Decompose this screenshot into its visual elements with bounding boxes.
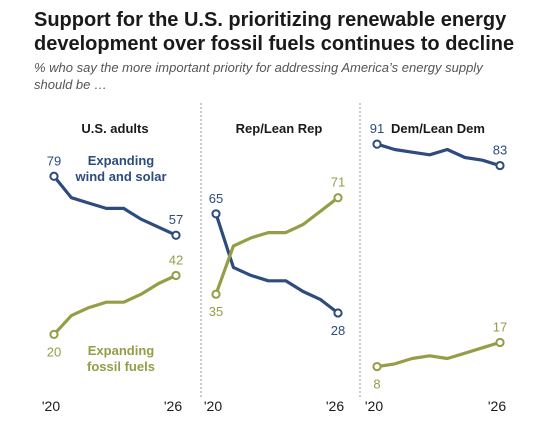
- series-label-renewable: wind and solar: [74, 169, 166, 184]
- series-line-renewable: [214, 212, 340, 315]
- end-point-marker: [495, 160, 505, 171]
- x-tick-label: '20: [204, 398, 222, 414]
- series-label-fossil: fossil fuels: [87, 359, 155, 374]
- x-tick-label: '20: [365, 398, 383, 414]
- start-point-marker: [211, 289, 221, 299]
- panel-title: Dem/Lean Dem: [391, 121, 485, 136]
- panel-title: U.S. adults: [81, 121, 148, 136]
- data-label-first: 91: [370, 121, 384, 136]
- series-label-fossil: Expanding: [88, 343, 155, 358]
- series-line-fossil: [52, 273, 178, 336]
- panel-title: Rep/Lean Rep: [236, 121, 323, 136]
- panel-dem-lean-dem: Dem/Lean Dem '20 '26 91 83 8 17: [365, 121, 507, 414]
- series-line-fossil: [375, 340, 502, 369]
- start-point-marker: [49, 329, 59, 339]
- panel-rep-lean-rep: Rep/Lean Rep '20 '26 65 28 35 71: [204, 121, 345, 414]
- series-label-renewable: Expanding: [88, 153, 155, 168]
- chart-subtitle: % who say the more important priority fo…: [34, 60, 483, 92]
- start-point-marker: [49, 171, 59, 181]
- data-label-last: 42: [169, 252, 183, 267]
- end-point-marker: [333, 308, 343, 318]
- start-point-marker: [372, 139, 382, 149]
- x-tick-label: '26: [164, 398, 182, 414]
- x-tick-label: '26: [326, 398, 344, 414]
- data-label-first: 79: [47, 153, 61, 168]
- data-label-last: 83: [493, 143, 507, 158]
- data-label-last: 71: [331, 175, 345, 190]
- end-point-marker: [171, 230, 181, 240]
- data-label-first: 20: [47, 344, 61, 359]
- end-point-marker: [333, 193, 343, 203]
- data-label-first: 35: [209, 304, 223, 319]
- start-point-marker: [372, 361, 382, 372]
- x-tick-label: '26: [488, 398, 506, 414]
- chart-title: Support for the U.S. prioritizing renewa…: [34, 9, 515, 55]
- data-label-last: 28: [331, 323, 345, 338]
- data-label-first: 8: [373, 377, 380, 392]
- end-point-marker: [495, 337, 505, 348]
- data-label-last: 57: [169, 212, 183, 227]
- end-point-marker: [171, 270, 181, 281]
- data-label-last: 17: [493, 319, 507, 334]
- series-line-renewable: [52, 174, 178, 237]
- data-label-first: 65: [209, 191, 223, 206]
- start-point-marker: [211, 209, 221, 219]
- x-tick-label: '20: [42, 398, 60, 414]
- panel-dividers: [200, 103, 361, 398]
- series-line-renewable: [375, 142, 502, 168]
- series-line-fossil: [214, 196, 340, 296]
